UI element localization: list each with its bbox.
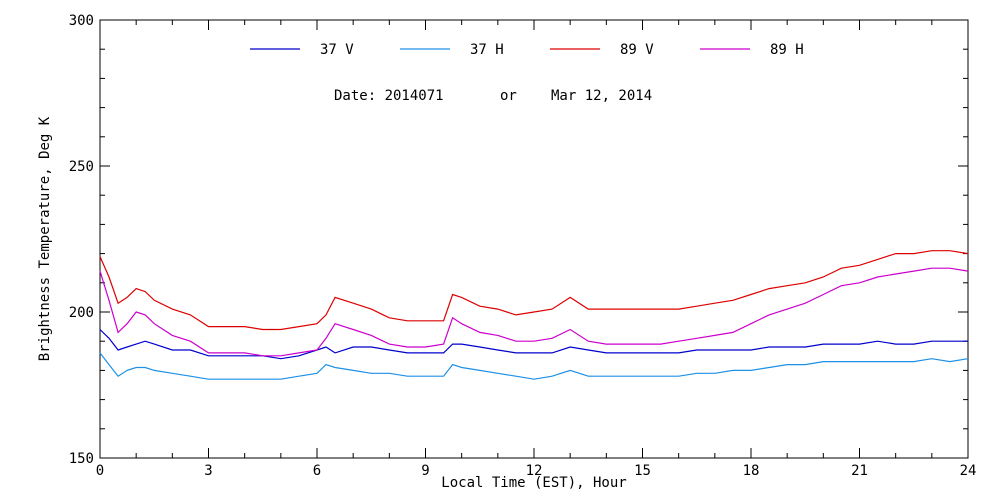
x-tick-label: 18 [743,463,760,479]
y-tick-label: 150 [69,451,94,467]
ticks [99,19,969,459]
date-text: Mar 12, 2014 [551,88,652,104]
x-tick-label: 12 [526,463,543,479]
legend-label: 37 H [470,42,504,58]
x-tick-label: 9 [421,463,429,479]
series-line-37-h [99,352,969,380]
x-tick-label: 3 [204,463,212,479]
x-tick-label: 21 [851,463,868,479]
x-tick-label: 24 [960,463,977,479]
y-tick-label: 200 [69,305,94,321]
x-tick-label: 0 [96,463,104,479]
x-tick-label: 6 [313,463,321,479]
series-line-89-h [99,267,969,357]
legend-label: 89 V [620,42,654,58]
series-line-37-v [99,329,968,360]
x-axis-title: Local Time (EST), Hour [441,475,626,491]
y-axis-title: Brightness Temperature, Deg K [37,116,53,361]
date-label: Date: 2014071 [334,88,444,104]
series-lines [99,250,969,380]
legend-label: 89 H [770,42,804,58]
legend: 37 V 37 H 89 V 89 H [250,42,804,58]
or-label: or [500,88,517,104]
tick-labels: 0 3 6 9 12 15 18 21 24 150 200 250 300 [69,13,977,479]
y-tick-label: 250 [69,159,94,175]
series-line-89-v [99,250,969,331]
plot-frame [99,19,969,459]
legend-label: 37 V [320,42,354,58]
x-tick-label: 15 [634,463,651,479]
y-tick-label: 300 [69,13,94,29]
